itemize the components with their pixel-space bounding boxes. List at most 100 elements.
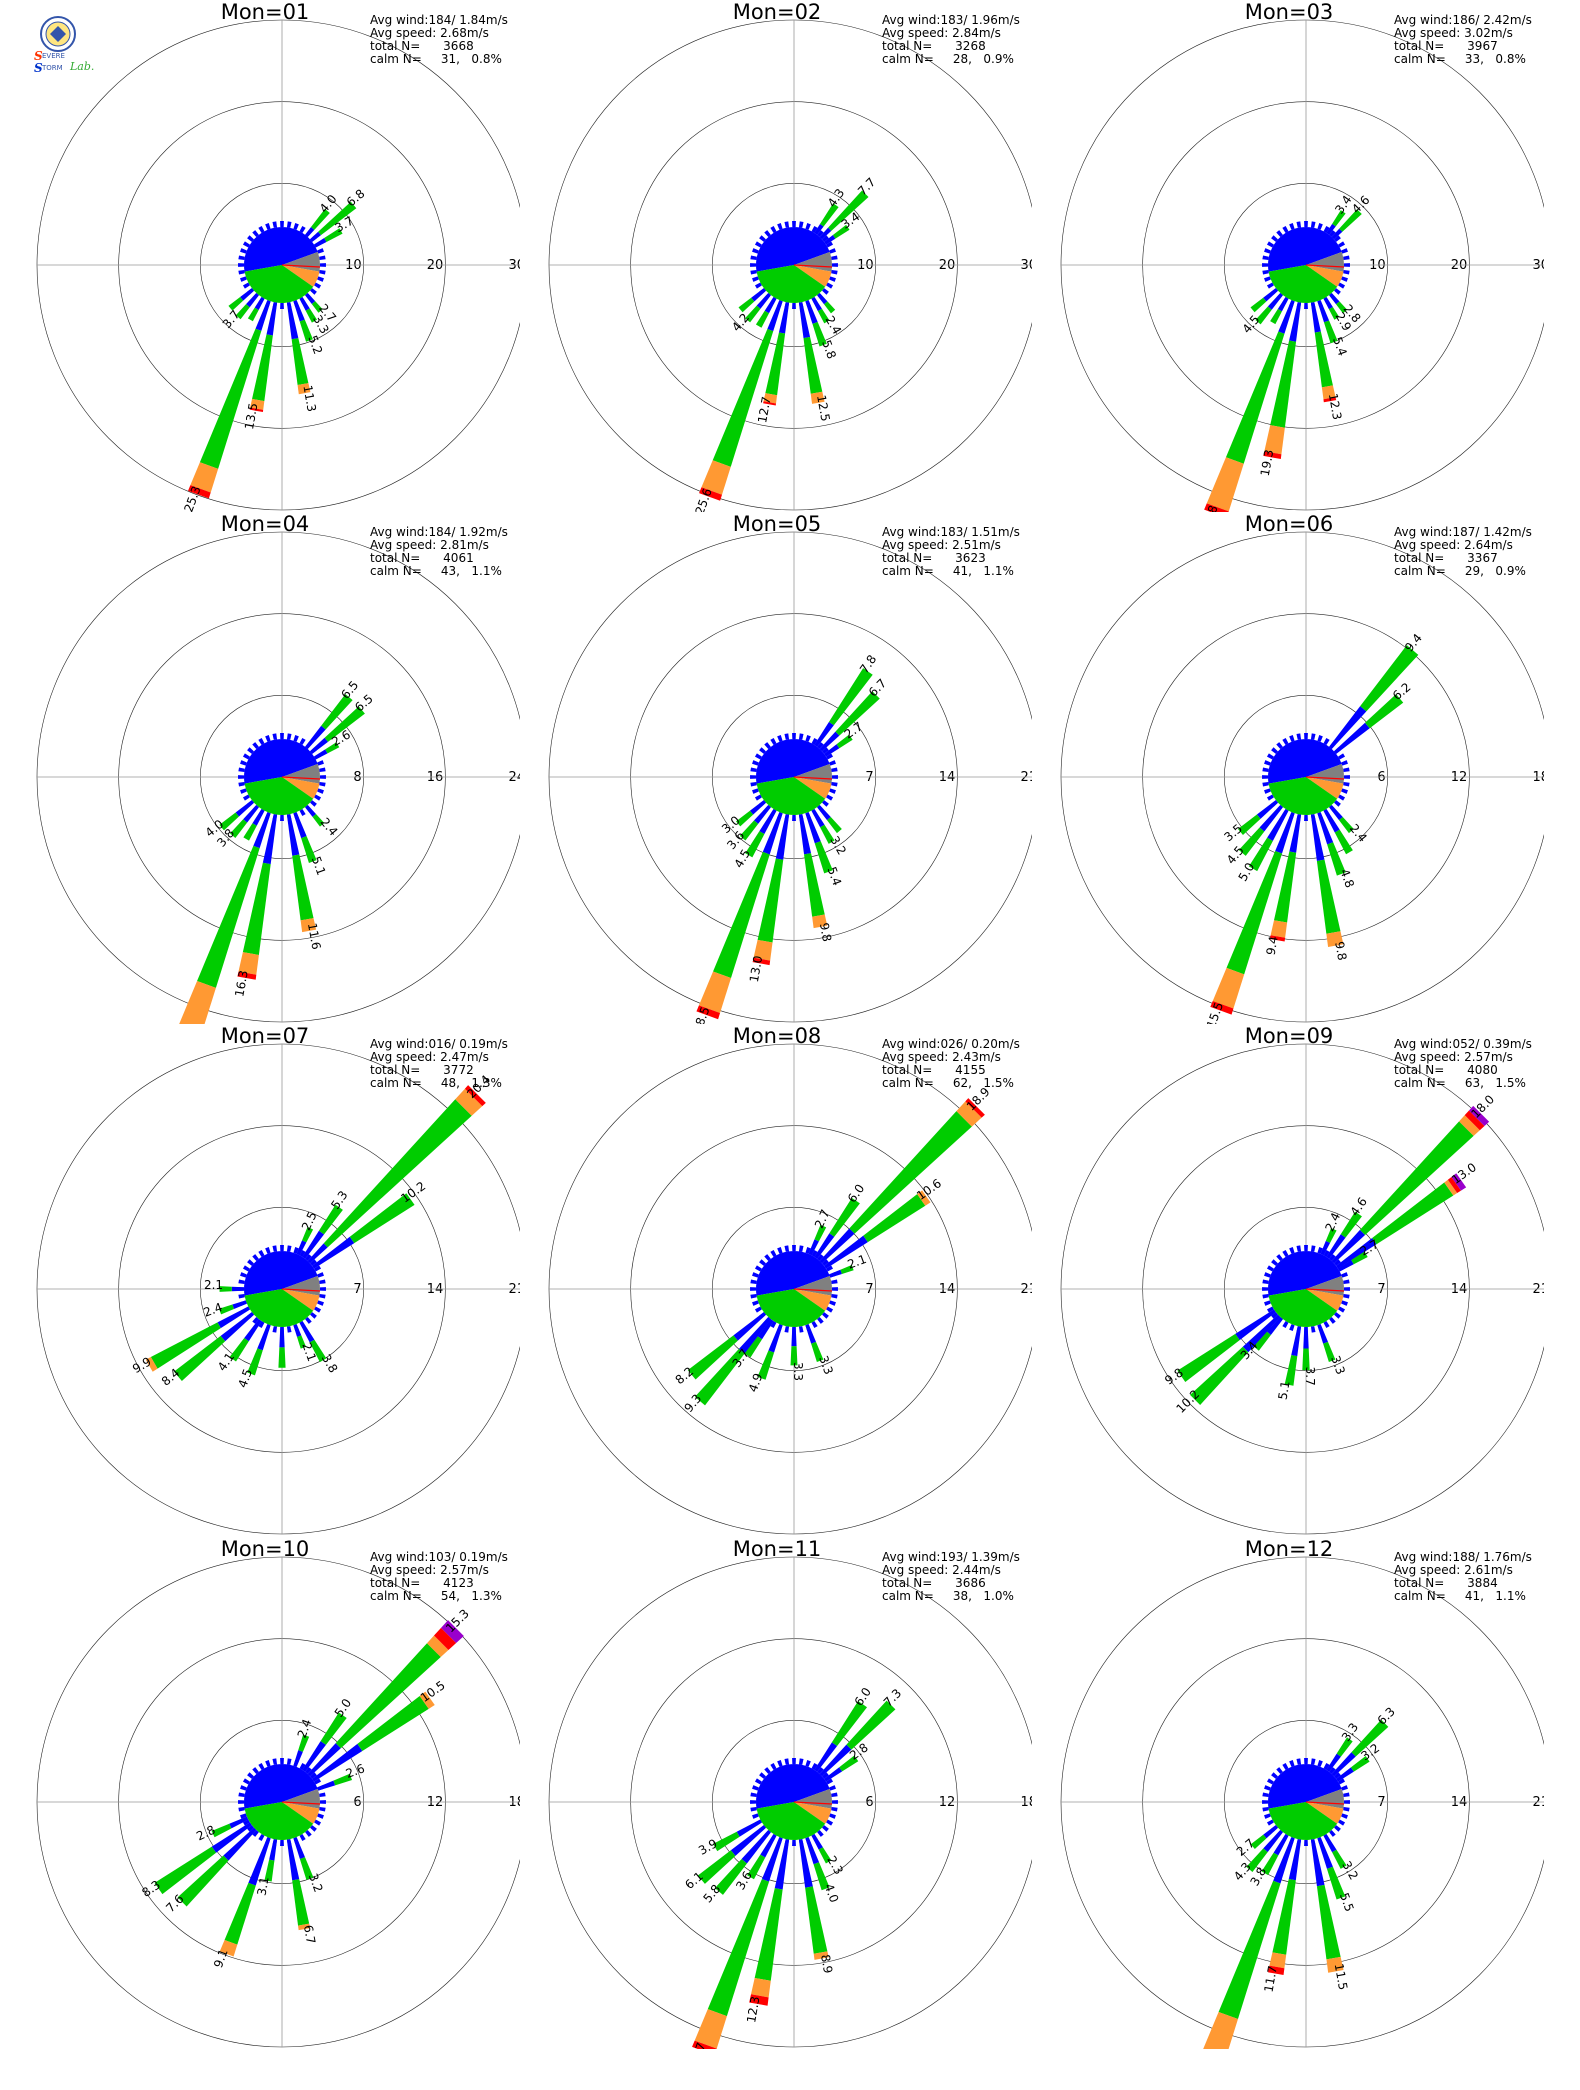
ring-label: 7 bbox=[353, 1282, 361, 1297]
petal-segment bbox=[764, 297, 777, 314]
stat-line: calm N= 62, 1.5% bbox=[882, 1076, 1014, 1090]
petal-segment bbox=[293, 812, 307, 839]
petal-segment bbox=[1263, 288, 1279, 302]
calm-pie-slice bbox=[1268, 1802, 1338, 1840]
petal-segment bbox=[1372, 1182, 1454, 1245]
minor-petal bbox=[319, 775, 326, 779]
panel-title: Mon=03 bbox=[1244, 0, 1334, 24]
ring-label: 7 bbox=[1377, 1795, 1385, 1810]
petal-segment bbox=[1255, 306, 1272, 325]
minor-petal bbox=[1266, 241, 1274, 248]
petal-value-label: 9.8 bbox=[1332, 940, 1349, 961]
calm-pie-slice bbox=[756, 1764, 830, 1809]
stat-line: calm N= 29, 0.9% bbox=[1394, 564, 1526, 578]
minor-petal bbox=[831, 263, 838, 267]
minor-petal bbox=[280, 814, 284, 821]
minor-petal bbox=[305, 1317, 312, 1324]
minor-petal bbox=[1334, 1259, 1341, 1266]
minor-petal bbox=[265, 735, 271, 742]
windrose-svg: 714212.55.320.410.23.82.14.54.18.49.92.4… bbox=[36, 1043, 520, 1535]
minor-petal bbox=[1289, 223, 1295, 230]
minor-petal bbox=[1266, 1306, 1274, 1313]
petal-segment bbox=[763, 401, 777, 406]
petal-value-label: 11.7 bbox=[1262, 1965, 1280, 1994]
petal-segment bbox=[292, 854, 314, 921]
petal-segment bbox=[820, 824, 835, 844]
petal-segment bbox=[761, 1837, 783, 1882]
stat-line: calm N= 41, 1.1% bbox=[1394, 1589, 1526, 1603]
minor-petal bbox=[272, 221, 278, 228]
petal-segment bbox=[824, 301, 836, 314]
minor-petal bbox=[258, 1249, 265, 1257]
minor-petal bbox=[305, 1830, 312, 1837]
minor-petal bbox=[1334, 1312, 1341, 1319]
petal-segment bbox=[243, 823, 257, 841]
ring-label: 7 bbox=[865, 770, 873, 785]
minor-petal bbox=[829, 248, 836, 254]
minor-petal bbox=[777, 735, 783, 742]
petal-segment bbox=[179, 981, 216, 1024]
petal-segment bbox=[252, 334, 273, 402]
petal-segment bbox=[220, 1312, 255, 1342]
minor-petal bbox=[764, 230, 771, 237]
petal-segment bbox=[759, 809, 777, 835]
stat-line: calm N= 33, 0.8% bbox=[1394, 52, 1526, 66]
petal-segment bbox=[775, 814, 790, 860]
minor-petal bbox=[286, 221, 292, 228]
minor-petal bbox=[759, 747, 766, 754]
panel-title: Mon=01 bbox=[220, 0, 310, 24]
petal-value-label: 4.8 bbox=[1337, 867, 1357, 890]
petal-value-label: 27.8 bbox=[1198, 503, 1220, 512]
petal-segment bbox=[1204, 503, 1229, 512]
minor-petal bbox=[1264, 1272, 1271, 1278]
petal-segment bbox=[751, 1977, 771, 1998]
minor-petal bbox=[1262, 1279, 1269, 1285]
minor-petal bbox=[1289, 735, 1295, 742]
calm-pie-slice bbox=[1268, 1289, 1338, 1327]
minor-petal bbox=[1338, 1819, 1346, 1826]
minor-petal bbox=[238, 1279, 245, 1285]
minor-petal bbox=[242, 794, 250, 801]
petal-value-label: 3.9 bbox=[696, 1836, 720, 1858]
minor-petal bbox=[319, 255, 326, 261]
minor-petal bbox=[1310, 1326, 1316, 1333]
minor-petal bbox=[1304, 1758, 1308, 1765]
petal-segment bbox=[1316, 1884, 1341, 1960]
stat-line: Avg wind:184/ 1.84m/s bbox=[370, 13, 508, 27]
minor-petal bbox=[310, 1259, 317, 1266]
petal-segment bbox=[312, 813, 325, 827]
minor-petal bbox=[1317, 1760, 1323, 1767]
minor-petal bbox=[1262, 1800, 1269, 1804]
petal-segment bbox=[244, 1319, 262, 1342]
minor-petal bbox=[299, 1762, 306, 1770]
ring-label: 20 bbox=[1451, 258, 1468, 273]
minor-petal bbox=[831, 269, 838, 275]
windrose-panel: 714212.44.618.013.02.73.33.75.13.410.29.… bbox=[1034, 1024, 1544, 1536]
minor-petal bbox=[831, 1287, 838, 1291]
petal-segment bbox=[247, 1348, 263, 1376]
petal-segment bbox=[1323, 1834, 1337, 1853]
calm-pie-slice bbox=[244, 1802, 314, 1840]
petal-segment bbox=[814, 1233, 835, 1259]
petal-segment bbox=[1289, 814, 1302, 853]
petal-segment bbox=[299, 297, 310, 311]
stat-line: total N= 3623 bbox=[882, 551, 986, 565]
stat-line: Avg speed: 2.68m/s bbox=[370, 26, 489, 40]
petal-segment bbox=[698, 971, 732, 1014]
minor-petal bbox=[1343, 1279, 1350, 1285]
panel-stats: Avg wind:016/ 0.19m/s Avg speed: 2.47m/s t… bbox=[370, 1038, 508, 1090]
minor-petal bbox=[829, 1813, 836, 1819]
petal-segment bbox=[694, 2009, 727, 2049]
minor-petal bbox=[826, 1306, 834, 1313]
minor-petal bbox=[752, 248, 759, 254]
minor-petal bbox=[798, 1326, 804, 1333]
calm-pie-slice bbox=[282, 1802, 320, 1824]
minor-petal bbox=[280, 221, 284, 228]
calm-pie-slice bbox=[756, 1289, 826, 1327]
ring-label: 18 bbox=[1532, 770, 1544, 785]
minor-petal bbox=[280, 1245, 284, 1252]
minor-petal bbox=[770, 1762, 777, 1770]
stat-line: total N= 4080 bbox=[1394, 1063, 1498, 1077]
ring-label: 18 bbox=[508, 1795, 520, 1810]
